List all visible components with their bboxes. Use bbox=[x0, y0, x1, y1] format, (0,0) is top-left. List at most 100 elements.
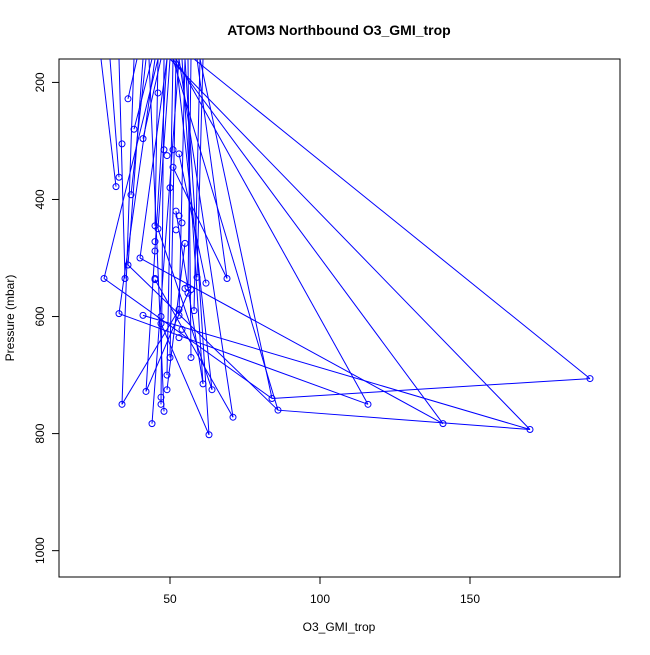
series-line-segment bbox=[103, 58, 159, 279]
data-point bbox=[175, 212, 183, 220]
data-point bbox=[181, 239, 189, 247]
series-line-segment bbox=[118, 313, 369, 405]
series-line-segment bbox=[121, 309, 180, 405]
data-point bbox=[208, 386, 216, 394]
data-point bbox=[160, 146, 168, 154]
x-tick-label: 150 bbox=[460, 592, 480, 606]
series-points bbox=[100, 89, 594, 439]
series-lines bbox=[100, 58, 591, 435]
data-point bbox=[439, 420, 447, 428]
data-point bbox=[229, 413, 237, 421]
data-point bbox=[157, 313, 165, 321]
data-point bbox=[223, 274, 231, 282]
series-line-segment bbox=[127, 264, 279, 411]
data-point bbox=[142, 387, 150, 395]
series-line-segment bbox=[175, 211, 204, 384]
data-point bbox=[199, 380, 207, 388]
series-line-segment bbox=[193, 58, 591, 379]
series-line-segment bbox=[169, 58, 531, 430]
data-point bbox=[151, 276, 159, 284]
data-point bbox=[163, 152, 171, 160]
data-point bbox=[139, 311, 147, 319]
x-axis: 50 100 150 bbox=[163, 576, 480, 606]
series-line-segment bbox=[157, 228, 213, 390]
data-point bbox=[166, 354, 174, 362]
series-line-segment bbox=[154, 279, 234, 418]
data-point bbox=[202, 279, 210, 287]
y-tick-label: 400 bbox=[33, 189, 47, 209]
series-line-segment bbox=[142, 314, 531, 430]
series-line-segment bbox=[172, 58, 279, 411]
data-point bbox=[586, 375, 594, 383]
data-point bbox=[163, 371, 171, 379]
data-point bbox=[190, 307, 198, 315]
data-point bbox=[157, 320, 165, 328]
series-line-segment bbox=[181, 58, 204, 384]
series-line-segment bbox=[178, 58, 186, 316]
data-point bbox=[175, 150, 183, 158]
data-point bbox=[163, 386, 171, 394]
series-line-segment bbox=[271, 378, 591, 399]
y-tick-label: 1000 bbox=[33, 537, 47, 564]
data-point bbox=[274, 406, 282, 414]
data-point bbox=[115, 310, 123, 318]
series-line-segment bbox=[127, 58, 144, 266]
data-point bbox=[160, 407, 168, 415]
y-tick-label: 800 bbox=[33, 423, 47, 443]
series-line-segment bbox=[139, 257, 444, 425]
series-line-segment bbox=[175, 58, 369, 405]
data-point bbox=[178, 219, 186, 227]
data-point bbox=[130, 125, 138, 133]
data-point bbox=[115, 173, 123, 181]
data-point bbox=[154, 89, 162, 97]
series-line-segment bbox=[157, 58, 171, 229]
series-line-segment bbox=[121, 58, 135, 405]
data-point bbox=[139, 135, 147, 143]
data-point bbox=[148, 420, 156, 428]
data-point bbox=[364, 400, 372, 408]
y-tick-label: 200 bbox=[33, 72, 47, 92]
chart-title: ATOM3 Northbound O3_GMI_trop bbox=[227, 22, 450, 38]
series-line-segment bbox=[172, 58, 444, 424]
data-point bbox=[205, 431, 213, 439]
data-point bbox=[187, 354, 195, 362]
x-tick-label: 50 bbox=[163, 592, 177, 606]
data-point bbox=[157, 400, 165, 408]
data-point bbox=[268, 394, 276, 402]
data-point bbox=[172, 226, 180, 234]
data-point bbox=[121, 274, 129, 282]
data-point bbox=[136, 254, 144, 262]
data-point bbox=[151, 247, 159, 255]
series-line-segment bbox=[154, 58, 159, 226]
data-point bbox=[118, 140, 126, 148]
data-point bbox=[100, 274, 108, 282]
data-point bbox=[124, 95, 132, 103]
series-line-segment bbox=[109, 58, 120, 178]
data-point bbox=[169, 163, 177, 171]
series-line-segment bbox=[178, 153, 207, 284]
data-point bbox=[526, 426, 534, 434]
data-point bbox=[112, 183, 120, 191]
x-tick-label: 100 bbox=[310, 592, 330, 606]
data-point bbox=[124, 261, 132, 269]
data-point bbox=[169, 146, 177, 154]
series-line-segment bbox=[118, 58, 126, 279]
data-point bbox=[157, 393, 165, 401]
series-line-segment bbox=[148, 58, 165, 412]
series-line-segment bbox=[130, 58, 147, 195]
series-line-segment bbox=[277, 409, 531, 431]
data-point bbox=[154, 225, 162, 233]
series-line-segment bbox=[127, 58, 138, 99]
data-point bbox=[127, 191, 135, 199]
data-point bbox=[187, 286, 195, 294]
y-axis: 200 400 600 800 1000 bbox=[33, 72, 59, 564]
data-point bbox=[166, 184, 174, 192]
series-line-segment bbox=[160, 323, 210, 435]
series-line-segment bbox=[145, 292, 189, 392]
series-line-segment bbox=[184, 58, 210, 435]
series-line-segment bbox=[199, 58, 273, 399]
y-tick-label: 600 bbox=[33, 306, 47, 326]
data-point bbox=[175, 334, 183, 342]
y-axis-label: Pressure (mbar) bbox=[3, 275, 17, 362]
data-point bbox=[118, 400, 126, 408]
